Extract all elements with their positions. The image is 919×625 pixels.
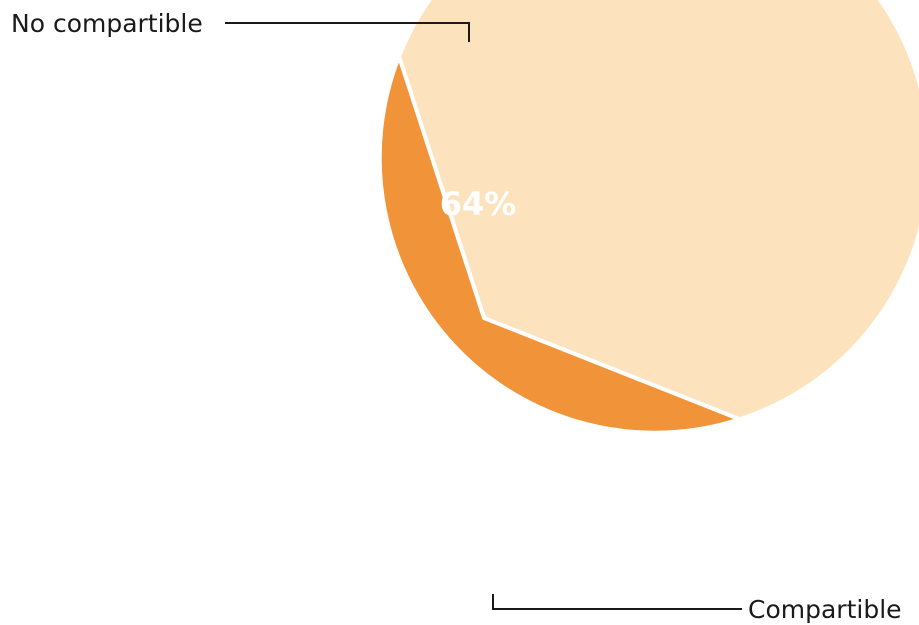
pie-slice-percent-compartible: 36% xyxy=(440,443,517,481)
callout-label-no-compartible: No compartible xyxy=(11,9,203,38)
pie-slice-labels: 64% 36% xyxy=(440,185,517,481)
callout-label-compartible: Compartible xyxy=(748,595,902,624)
pie-slice-compartible xyxy=(377,54,742,435)
pie-slices xyxy=(377,0,919,435)
pie-slice-no-compartible xyxy=(397,0,919,422)
callout-line-no-compartible xyxy=(225,22,470,42)
callout-no-compartible: No compartible xyxy=(11,9,470,42)
pie-slice-percent-no-compartible: 64% xyxy=(440,185,517,223)
callout-line-compartible xyxy=(492,594,742,610)
callout-compartible: Compartible xyxy=(492,594,902,624)
